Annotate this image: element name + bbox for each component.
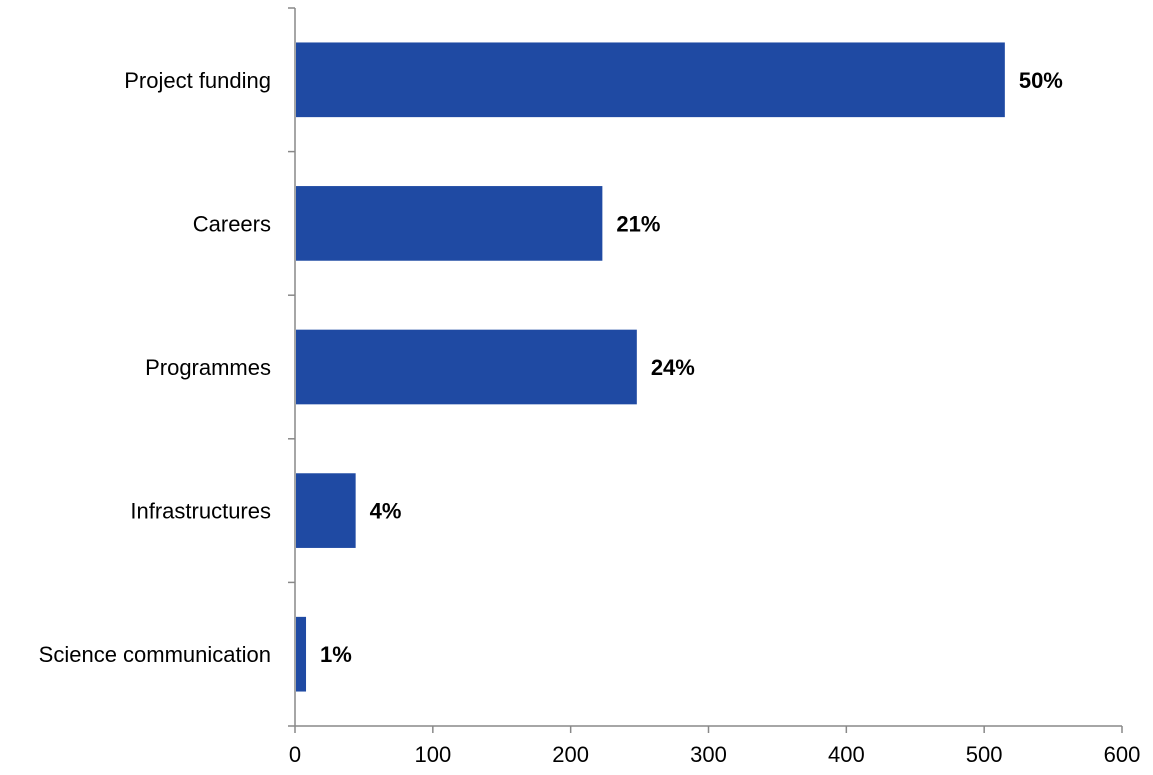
x-tick-label: 400 xyxy=(828,742,865,767)
x-tick-label: 0 xyxy=(289,742,301,767)
category-label: Project funding xyxy=(124,68,271,93)
x-tick-label: 200 xyxy=(552,742,589,767)
category-label: Programmes xyxy=(145,355,271,380)
labels: 0 100 200 300 400 500 600 Project funding 50% Car… xyxy=(39,68,1141,767)
data-label: 1% xyxy=(320,642,352,667)
x-tick-label: 300 xyxy=(690,742,727,767)
bar xyxy=(296,616,307,692)
data-label: 4% xyxy=(370,499,402,524)
axes xyxy=(288,7,1123,733)
bars xyxy=(296,42,1005,692)
data-label: 50% xyxy=(1019,68,1063,93)
data-label: 24% xyxy=(651,355,695,380)
category-label: Science communication xyxy=(39,642,271,667)
x-tick-label: 500 xyxy=(966,742,1003,767)
category-label: Infrastructures xyxy=(130,499,271,524)
bar xyxy=(296,329,637,405)
x-tick-label: 600 xyxy=(1104,742,1141,767)
x-tick-label: 100 xyxy=(414,742,451,767)
bar xyxy=(296,473,356,548)
bar xyxy=(296,186,603,261)
category-label: Careers xyxy=(193,211,271,236)
bar xyxy=(296,42,1005,118)
data-label: 21% xyxy=(616,211,660,236)
